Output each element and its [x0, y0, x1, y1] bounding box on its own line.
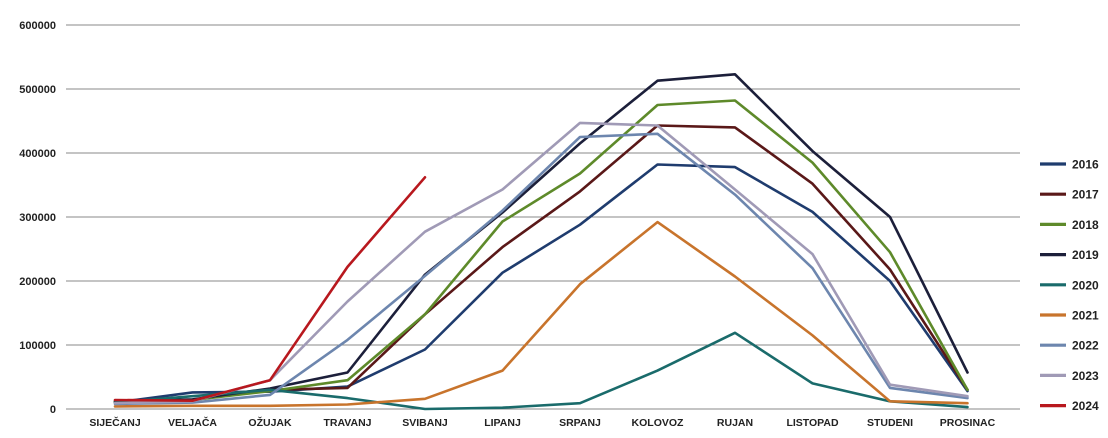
- y-axis-ticks: 0 100000 200000 300000 400000 500000 600000: [19, 20, 56, 416]
- legend-label: 2023: [1072, 369, 1099, 383]
- y-tick-label: 0: [50, 404, 56, 416]
- y-tick-label: 600000: [19, 20, 56, 32]
- x-tick-label: PROSINAC: [940, 417, 996, 429]
- x-tick-label: LISTOPAD: [786, 417, 839, 429]
- x-tick-label: TRAVANJ: [323, 417, 371, 429]
- legend-label: 2020: [1072, 278, 1099, 292]
- series-lines: [113, 73, 969, 411]
- legend-label: 2024: [1072, 399, 1099, 413]
- x-tick-label: OŽUJAK: [248, 416, 292, 429]
- legend-label: 2018: [1072, 218, 1099, 232]
- series-line-2018: [113, 99, 969, 404]
- y-tick-label: 300000: [19, 212, 56, 224]
- x-tick-label: SIJEČANJ: [89, 416, 141, 429]
- x-tick-label: STUDENI: [867, 417, 913, 429]
- legend-label: 2021: [1072, 309, 1099, 323]
- series-line-2022: [113, 132, 969, 406]
- legend: 2016 2017 2018 2019 2020 2021 2022 2023 2024: [1040, 158, 1099, 413]
- x-tick-label: KOLOVOZ: [632, 417, 685, 429]
- y-tick-label: 500000: [19, 84, 56, 96]
- x-tick-label: VELJAČA: [168, 416, 217, 429]
- series-line-2020: [113, 331, 969, 411]
- series-line-2023: [113, 121, 969, 405]
- x-axis-ticks: SIJEČANJ VELJAČA OŽUJAK TRAVANJ SVIBANJ LIPAN…: [89, 416, 995, 429]
- legend-label: 2017: [1072, 188, 1099, 202]
- series-line-2016: [113, 163, 969, 404]
- x-tick-label: SVIBANJ: [402, 417, 448, 429]
- series-line-2024: [113, 176, 427, 403]
- legend-label: 2022: [1072, 339, 1099, 353]
- x-tick-label: SRPANJ: [559, 417, 601, 429]
- series-line-2021: [113, 220, 969, 408]
- x-tick-label: LIPANJ: [484, 417, 521, 429]
- y-tick-label: 400000: [19, 148, 56, 160]
- legend-label: 2016: [1072, 158, 1099, 172]
- x-tick-label: RUJAN: [717, 417, 753, 429]
- y-tick-label: 100000: [19, 340, 56, 352]
- legend-label: 2019: [1072, 248, 1099, 262]
- y-tick-label: 200000: [19, 276, 56, 288]
